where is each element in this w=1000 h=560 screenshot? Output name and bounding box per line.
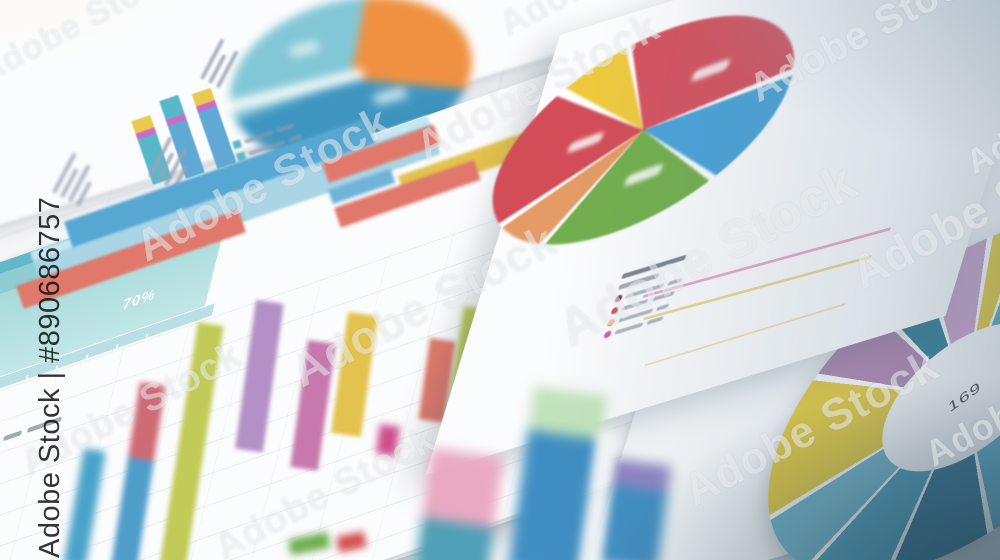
watermark-text: Adobe Stock [742,0,989,111]
watermark-text: Adobe Stock [960,45,1000,182]
watermark-text: Adobe Stock [408,2,667,170]
watermark-text: Adobe Stock [282,213,565,397]
watermark-id-text: Adobe Stock | #890686757 [34,196,66,558]
watermark-text: Adobe Stock [842,115,1000,299]
watermark-text: Adobe Stock [128,96,399,272]
watermark-text: Adobe Stock [676,340,947,516]
watermark-text: Adobe Stock [208,417,443,560]
watermark-text: Adobe Stock [0,0,183,92]
watermark-text: Adobe Stock [548,152,867,359]
watermark-text: Adobe Stock [492,0,716,45]
watermark-text: Adobe Stock [918,330,1000,475]
